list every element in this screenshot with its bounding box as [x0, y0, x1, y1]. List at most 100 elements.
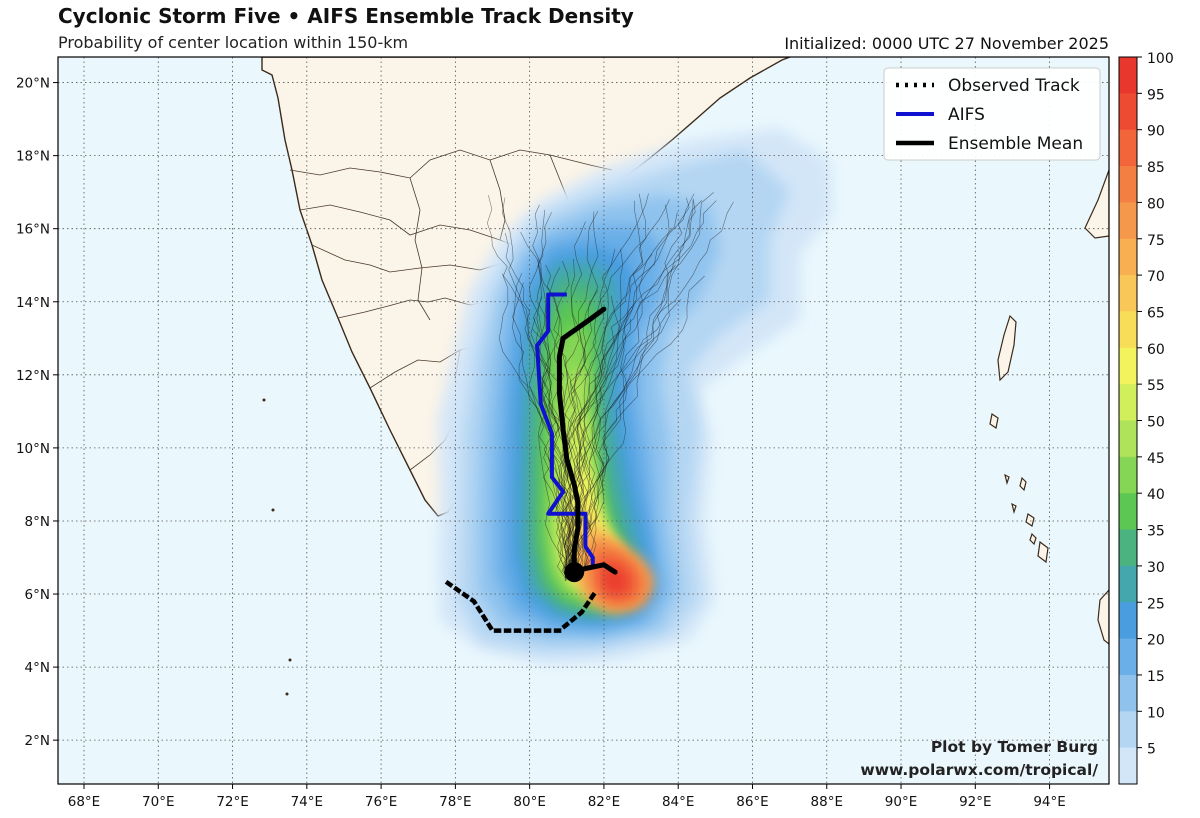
page-title: Cyclonic Storm Five • AIFS Ensemble Trac…: [58, 4, 634, 28]
colorbar-label: 30: [1147, 560, 1165, 576]
ensemble-member-track: [528, 212, 575, 570]
malay-coast: [1097, 589, 1109, 645]
x-tick-label: 88°E: [811, 794, 843, 810]
colorbar-label: 60: [1147, 342, 1165, 358]
colorbar-label: 55: [1147, 378, 1165, 394]
y-tick-label: 18°N: [16, 149, 50, 165]
ensemble-member-track: [583, 200, 717, 568]
initialized-time: Initialized: 0000 UTC 27 November 2025: [784, 34, 1109, 53]
x-tick-label: 70°E: [142, 794, 174, 810]
ensemble-member-track: [530, 317, 578, 572]
colorbar-segment: [1119, 747, 1137, 785]
colorbar-label: 35: [1147, 524, 1165, 540]
y-tick-label: 12°N: [16, 368, 50, 384]
ensemble-member-track: [501, 273, 582, 572]
colorbar-segment: [1119, 275, 1137, 312]
x-tick-label: 86°E: [736, 794, 768, 810]
x-tick-label: 92°E: [959, 794, 991, 810]
x-tick-label: 82°E: [588, 794, 620, 810]
colorbar-label: 40: [1147, 487, 1165, 503]
colorbar-segment: [1119, 384, 1137, 421]
colorbar-label: 100: [1147, 51, 1174, 67]
colorbar-label: 5: [1147, 742, 1156, 758]
y-tick-label: 10°N: [16, 441, 50, 457]
colorbar-label: 65: [1147, 305, 1165, 321]
x-tick-label: 94°E: [1033, 794, 1065, 810]
myanmar-coast: [1084, 169, 1109, 239]
x-tick-label: 74°E: [291, 794, 323, 810]
colorbar-segment: [1119, 529, 1137, 567]
legend-observed-label: Observed Track: [948, 76, 1080, 96]
colorbar-label: 70: [1147, 269, 1165, 285]
colorbar-label: 45: [1147, 451, 1165, 467]
colorbar-segment: [1119, 238, 1137, 276]
colorbar-segment: [1119, 57, 1137, 94]
andaman-nicobar-islands: [989, 314, 1049, 564]
colorbar-segment: [1119, 93, 1137, 131]
x-tick-label: 78°E: [439, 794, 471, 810]
colorbar-label: 10: [1147, 705, 1165, 721]
colorbar-label: 85: [1147, 160, 1165, 176]
colorbar-segment: [1119, 347, 1137, 385]
colorbar-segment: [1119, 711, 1137, 749]
x-tick-label: 84°E: [662, 794, 694, 810]
ensemble-member-track: [505, 232, 568, 579]
ensemble-member-track: [556, 264, 676, 581]
colorbar-label: 90: [1147, 124, 1165, 140]
map-frame: [57, 56, 1110, 785]
y-tick-label: 14°N: [16, 295, 50, 311]
ensemble-member-track: [557, 248, 624, 572]
ensemble-member-track: [542, 260, 584, 579]
page-subtitle: Probability of center location within 15…: [58, 33, 409, 52]
credit-url: www.polarwx.com/tropical/: [860, 761, 1098, 779]
ensemble-member-track: [571, 299, 682, 572]
y-tick-label: 4°N: [25, 660, 50, 676]
density-contour: [606, 568, 626, 592]
colorbar-segment: [1119, 456, 1137, 494]
credit-author: Plot by Tomer Burg: [931, 738, 1098, 756]
colorbar-label: 15: [1147, 669, 1165, 685]
colorbar-segment: [1119, 311, 1137, 349]
colorbar-segment: [1119, 166, 1137, 203]
colorbar-segment: [1119, 602, 1137, 640]
ensemble-member-track: [576, 193, 647, 564]
y-tick-label: 8°N: [25, 514, 50, 530]
x-tick-label: 76°E: [365, 794, 397, 810]
colorbar-label: 95: [1147, 87, 1165, 103]
longitude-axis: 68°E 70°E 72°E 74°E 76°E 78°E 80°E 82°E 84°E 86°E…: [68, 784, 1066, 810]
ensemble-member-track: [563, 201, 734, 579]
x-tick-label: 68°E: [68, 794, 100, 810]
ensemble-member-track: [563, 211, 599, 576]
latitude-axis: 20°N 18°N 16°N 14°N 12°N 10°N 8°N 6°N 4°N 2°N: [16, 76, 58, 749]
ensemble-member-track: [565, 275, 705, 566]
y-tick-label: 16°N: [16, 222, 50, 238]
current-position-marker: [564, 562, 585, 583]
colorbar-segment: [1119, 638, 1137, 676]
colorbar-label: 80: [1147, 196, 1165, 212]
small-islands: [262, 398, 292, 696]
ensemble-member-track: [578, 199, 694, 572]
colorbar-segment: [1119, 420, 1137, 458]
colorbar-label: 20: [1147, 633, 1165, 649]
colorbar-segment: [1119, 674, 1137, 712]
density-field: [438, 128, 832, 665]
y-tick-label: 6°N: [25, 587, 50, 603]
ensemble-member-track: [537, 258, 581, 580]
colorbar: 100 95 90 85 80 75 70 65 60 55 50 45 40 35 30 25 20 15 10 5: [1118, 51, 1174, 785]
x-tick-label: 90°E: [885, 794, 917, 810]
x-tick-label: 80°E: [513, 794, 545, 810]
colorbar-label: 25: [1147, 596, 1165, 612]
y-tick-label: 2°N: [25, 733, 50, 749]
colorbar-label: 50: [1147, 415, 1165, 431]
y-tick-label: 20°N: [16, 76, 50, 92]
aifs-track-line: [535, 292, 595, 569]
legend-aifs-label: AIFS: [948, 105, 985, 125]
x-tick-label: 72°E: [216, 794, 248, 810]
legend: Observed Track AIFS Ensemble Mean: [883, 67, 1101, 161]
colorbar-label: 75: [1147, 233, 1165, 249]
ensemble-member-track: [583, 200, 644, 572]
ensemble-member-track: [555, 295, 620, 572]
ensemble-member-track: [577, 199, 670, 571]
